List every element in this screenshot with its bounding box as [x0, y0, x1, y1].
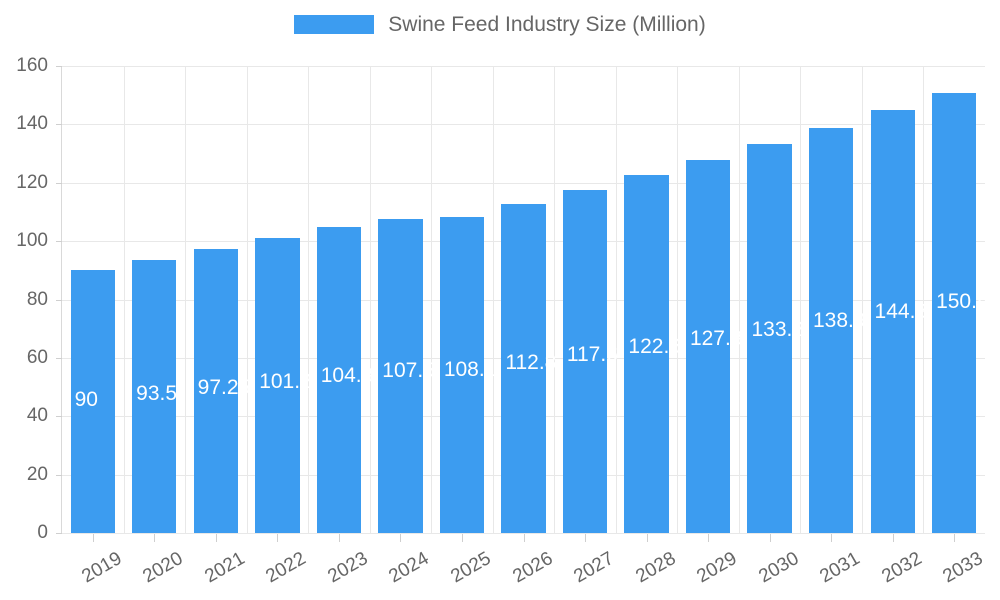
- gridline-vertical: [800, 66, 801, 533]
- gridline-vertical: [923, 66, 924, 533]
- plot-area: 90 93.5 97.25 101.2 104.8 107.5 108.1 112.8 117.…: [62, 66, 989, 534]
- x-tick-mark: [338, 534, 340, 542]
- bar-value-label-2024: 107.5: [382, 359, 435, 383]
- bar-2026[interactable]: [501, 203, 546, 533]
- bar-value-label-2033: 150.9: [936, 289, 989, 313]
- gridline-vertical: [124, 66, 125, 533]
- gridline-vertical: [862, 66, 863, 533]
- gridline-vertical: [431, 66, 432, 533]
- y-tick-label: 160: [16, 55, 48, 76]
- x-tick-mark: [92, 534, 94, 542]
- y-tick-mark: [56, 533, 62, 534]
- x-tick-mark: [646, 534, 648, 542]
- bar-2029[interactable]: [685, 159, 731, 533]
- chart-legend: Swine Feed Industry Size (Million): [0, 14, 1000, 35]
- bar-2027[interactable]: [562, 189, 608, 533]
- y-tick-label: 140: [16, 113, 48, 135]
- x-tick-mark: [400, 534, 402, 542]
- bar-2028[interactable]: [624, 175, 669, 533]
- y-tick-mark: [56, 357, 62, 359]
- x-tick-mark: [954, 534, 956, 542]
- x-tick-mark: [523, 534, 525, 542]
- gridline-vertical: [493, 66, 494, 533]
- bar-2033[interactable]: [932, 92, 977, 533]
- bar-2032[interactable]: [870, 110, 915, 533]
- y-tick-label: 20: [26, 463, 48, 485]
- gridline-vertical: [247, 66, 248, 533]
- bar-value-label-2029: 127.8: [689, 326, 743, 350]
- y-tick-label: 100: [16, 230, 48, 252]
- gridline-vertical: [554, 66, 555, 533]
- bar-2030[interactable]: [747, 144, 792, 533]
- bar-value-label-2025: 108.1: [443, 358, 497, 382]
- gridline-horizontal: [62, 124, 985, 126]
- gridline-vertical: [616, 66, 617, 533]
- x-tick-mark: [277, 534, 279, 542]
- y-tick-mark: [56, 474, 62, 476]
- x-tick-mark: [769, 534, 771, 542]
- bar-2020[interactable]: [132, 260, 177, 533]
- bar-value-label-2031: 138.9: [813, 309, 866, 333]
- bar-value-label-2027: 117.6: [566, 343, 618, 367]
- gridline-horizontal: [62, 533, 985, 534]
- gridline-vertical: [308, 66, 309, 533]
- bar-2025[interactable]: [439, 217, 485, 533]
- bar-value-label-2030: 133.2: [751, 318, 805, 342]
- x-tick-mark: [585, 534, 587, 542]
- bar-value-label-2028: 122.6: [628, 335, 681, 359]
- bar-value-label-2021: 97.25: [197, 375, 251, 399]
- legend-label-swine-feed: Swine Feed Industry Size (Million): [388, 13, 706, 36]
- x-tick-mark: [892, 534, 894, 542]
- bar-value-label-2019: 90: [74, 387, 98, 411]
- legend-swatch-swine-feed: [294, 15, 375, 34]
- y-tick-mark: [56, 124, 62, 126]
- y-tick-mark: [56, 66, 62, 67]
- gridline-horizontal: [62, 182, 985, 184]
- y-tick-mark: [56, 299, 62, 301]
- x-tick-mark: [215, 534, 217, 542]
- bar-value-label-2032: 144.8: [874, 299, 928, 323]
- gridline-horizontal: [62, 66, 985, 67]
- x-tick-mark: [831, 534, 833, 542]
- bar-value-label-2023: 104.8: [320, 363, 374, 387]
- y-tick-label: 120: [16, 171, 48, 193]
- bar-value-label-2026: 112.8: [505, 350, 557, 374]
- y-tick-label: 60: [26, 346, 48, 368]
- gridline-vertical: [739, 66, 740, 533]
- x-tick-mark: [461, 534, 463, 542]
- x-tick-mark: [708, 534, 710, 542]
- y-tick-label: 0: [37, 522, 48, 543]
- y-tick-label: 40: [26, 405, 48, 427]
- bar-2024[interactable]: [378, 219, 423, 533]
- bar-2023[interactable]: [316, 227, 362, 533]
- bar-2031[interactable]: [809, 127, 854, 533]
- y-tick-mark: [56, 241, 62, 243]
- y-tick-mark: [56, 182, 62, 184]
- bar-value-label-2020: 93.5: [136, 381, 178, 405]
- gridline-vertical: [677, 66, 678, 533]
- x-tick-mark: [154, 534, 156, 542]
- gridline-vertical: [370, 66, 371, 533]
- bar-2021[interactable]: [193, 249, 238, 533]
- y-tick-mark: [56, 416, 62, 418]
- bar-2019[interactable]: [70, 270, 115, 533]
- bar-value-label-2022: 101.2: [259, 369, 312, 393]
- bar-2022[interactable]: [255, 237, 300, 533]
- y-tick-label: 80: [26, 288, 48, 310]
- gridline-vertical: [185, 66, 186, 533]
